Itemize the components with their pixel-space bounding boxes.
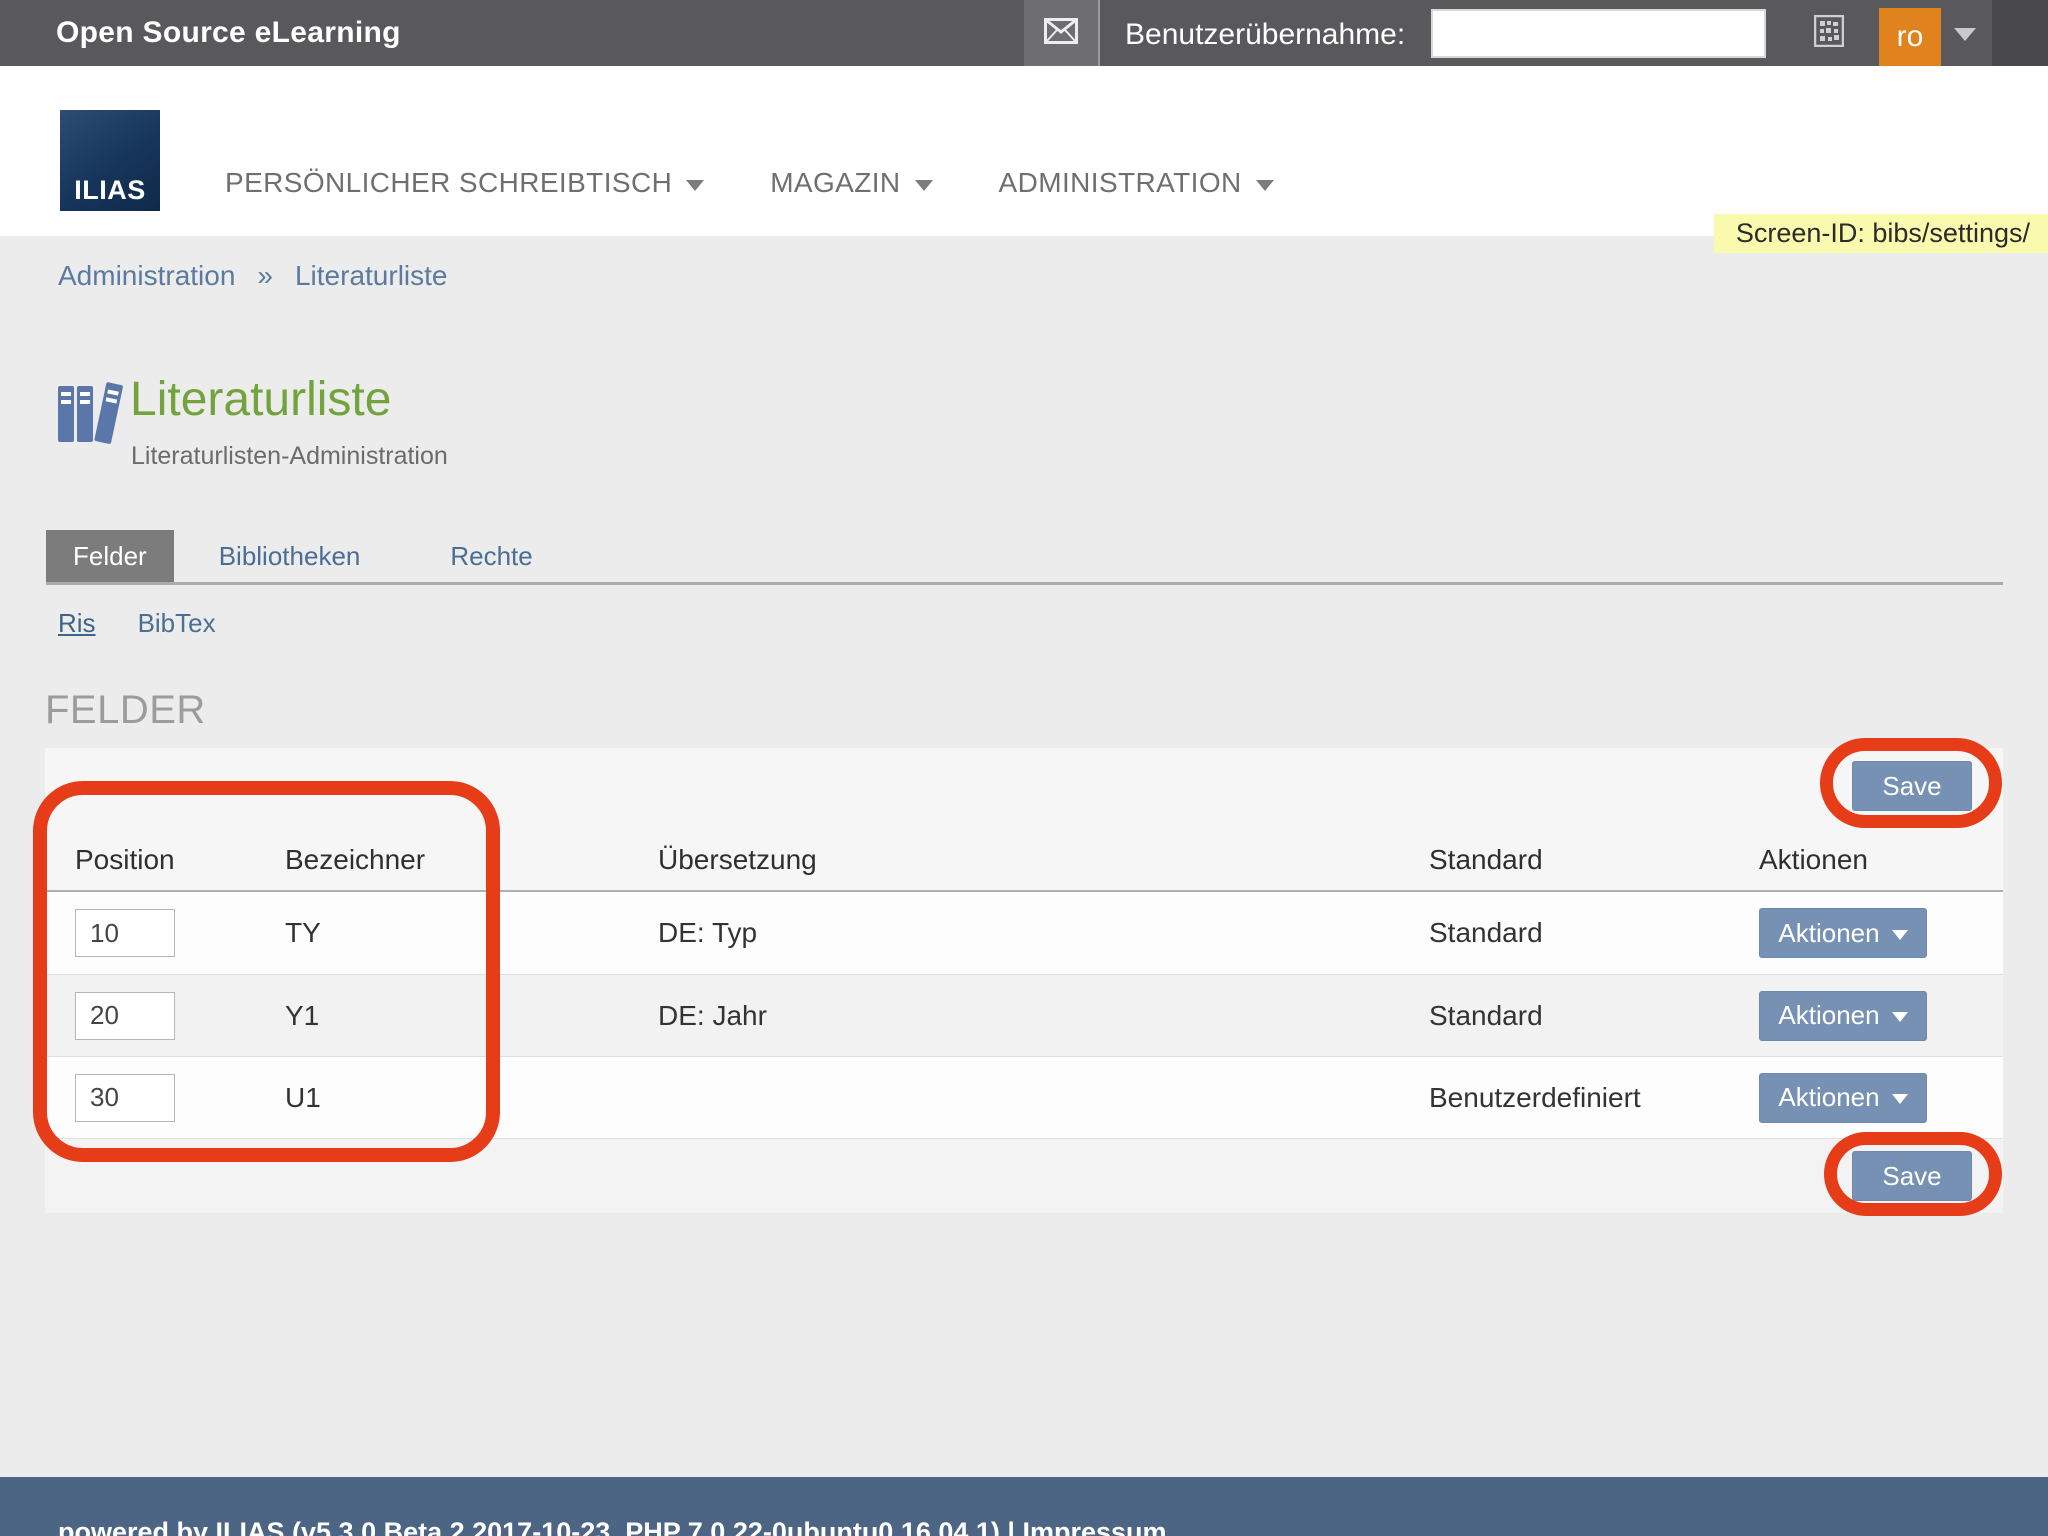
menu-item-magazin[interactable]: MAGAZIN [770, 167, 933, 199]
menu-item-label: MAGAZIN [770, 167, 901, 198]
aktionen-dropdown-button[interactable]: Aktionen [1759, 990, 1927, 1041]
subtab-bibtex[interactable]: BibTex [137, 608, 216, 638]
footer-text: powered by ILIAS (v5.3.0 Beta 2 2017-10-… [58, 1517, 1167, 1536]
uebersetzung-cell: DE: Jahr [658, 999, 767, 1031]
aktionen-label: Aktionen [1778, 1082, 1880, 1112]
column-header-uebersetzung: Übersetzung [658, 844, 817, 875]
ilias-logo[interactable]: ILIAS [60, 110, 160, 211]
user-takeover-label: Benutzerübernahme: [1125, 18, 1406, 51]
section-heading: FELDER [45, 688, 206, 732]
envelope-icon [1044, 17, 1078, 49]
tab-bar: Felder Bibliotheken Rechte [46, 530, 2003, 585]
qr-code-icon [1813, 14, 1845, 52]
user-takeover-input[interactable] [1431, 9, 1766, 58]
column-header-standard: Standard [1429, 844, 1543, 875]
breadcrumb-link-administration[interactable]: Administration [58, 260, 236, 291]
breadcrumb: Administration » Literaturliste [58, 260, 448, 292]
books-icon [56, 380, 126, 453]
main-menu: PERSÖNLICHER SCHREIBTISCH MAGAZIN ADMINI… [225, 154, 1274, 212]
column-header-bezeichner: Bezeichner [285, 844, 426, 875]
breadcrumb-link-literaturliste[interactable]: Literaturliste [294, 260, 448, 291]
menu-item-label: ADMINISTRATION [998, 167, 1242, 198]
standard-cell: Benutzerdefiniert [1429, 1081, 1641, 1113]
position-input[interactable] [75, 991, 175, 1040]
bezeichner-cell: Y1 [285, 999, 320, 1031]
top-bar: Open Source eLearning Benutzerübernahme:… [0, 0, 2048, 66]
standard-cell: Standard [1429, 999, 1543, 1031]
chevron-down-icon[interactable] [1954, 28, 1976, 41]
bezeichner-cell: TY [285, 917, 321, 948]
table-footer-row: Save [45, 1138, 2003, 1213]
tab-felder[interactable]: Felder [46, 530, 174, 582]
aktionen-label: Aktionen [1778, 1000, 1880, 1030]
matrix-code-button[interactable] [1790, 0, 1868, 66]
brand-title: Open Source eLearning [56, 16, 401, 49]
bezeichner-cell: U1 [285, 1081, 321, 1113]
breadcrumb-separator: » [257, 260, 273, 291]
footer: powered by ILIAS (v5.3.0 Beta 2 2017-10-… [0, 1477, 2048, 1536]
table-header-row: Position Bezeichner Übersetzung Standard… [45, 830, 2003, 892]
aktionen-dropdown-button[interactable]: Aktionen [1759, 908, 1927, 958]
menu-item-label: PERSÖNLICHER SCHREIBTISCH [225, 167, 673, 198]
tab-bibliotheken[interactable]: Bibliotheken [218, 540, 361, 571]
avatar[interactable]: ro [1879, 8, 1941, 66]
chevron-down-icon [686, 179, 705, 191]
uebersetzung-cell: DE: Typ [658, 917, 758, 948]
aktionen-dropdown-button[interactable]: Aktionen [1759, 1072, 1927, 1123]
aktionen-label: Aktionen [1778, 917, 1880, 948]
tab-rechte[interactable]: Rechte [450, 540, 533, 571]
page-subtitle: Literaturlisten-Administration [131, 442, 448, 470]
avatar-initials: ro [1896, 20, 1924, 53]
column-header-aktionen: Aktionen [1759, 844, 1868, 875]
chevron-down-icon [1891, 1094, 1908, 1104]
chevron-down-icon [1255, 179, 1274, 191]
topbar-end-block [1992, 0, 2048, 66]
table-toolbar: Save [45, 748, 2003, 830]
menu-item-administration[interactable]: ADMINISTRATION [999, 167, 1274, 199]
save-button-top[interactable]: Save [1852, 761, 1972, 811]
save-button-bottom[interactable]: Save [1852, 1151, 1972, 1201]
mail-button[interactable] [1024, 0, 1100, 66]
standard-cell: Standard [1429, 917, 1543, 948]
chevron-down-icon [1891, 929, 1908, 940]
felder-table-panel: Save Position Bezeichner Übersetzung Sta… [45, 748, 2003, 1213]
chevron-down-icon [1891, 1012, 1908, 1022]
menu-item-personal-desktop[interactable]: PERSÖNLICHER SCHREIBTISCH [225, 167, 705, 199]
main-navbar: ILIAS PERSÖNLICHER SCHREIBTISCH MAGAZIN … [0, 66, 2048, 236]
column-header-position: Position [75, 844, 175, 875]
page-title: Literaturliste [130, 373, 392, 426]
ilias-logo-text: ILIAS [74, 175, 146, 205]
position-input[interactable] [75, 1073, 175, 1122]
table-row: U1 Benutzerdefiniert Aktionen [45, 1056, 2003, 1138]
subtab-ris[interactable]: Ris [58, 608, 96, 638]
table-row: TY DE: Typ Standard Aktionen [45, 892, 2003, 974]
table-row: Y1 DE: Jahr Standard Aktionen [45, 974, 2003, 1056]
screen-id-badge: Screen-ID: bibs/settings/ [1713, 214, 2048, 253]
subtab-bar: Ris BibTex [58, 608, 216, 639]
position-input[interactable] [75, 909, 175, 957]
chevron-down-icon [914, 179, 933, 191]
